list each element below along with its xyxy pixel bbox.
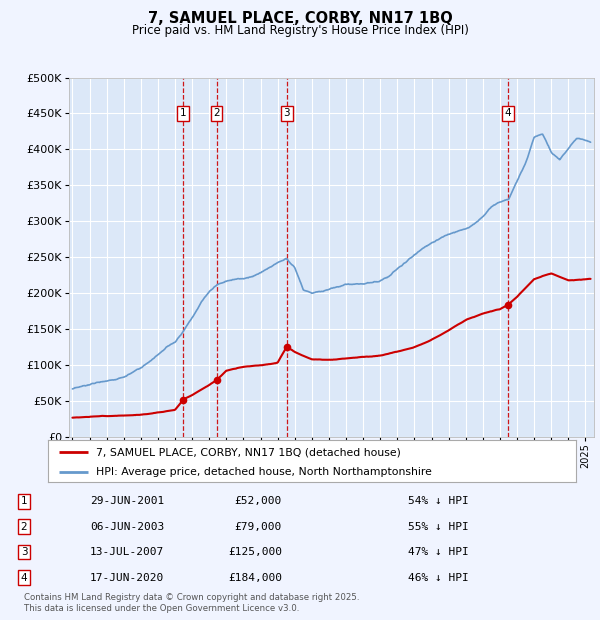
Text: 55% ↓ HPI: 55% ↓ HPI: [408, 521, 469, 532]
Text: 29-JUN-2001: 29-JUN-2001: [90, 496, 164, 507]
Text: HPI: Average price, detached house, North Northamptonshire: HPI: Average price, detached house, Nort…: [95, 467, 431, 477]
Text: 17-JUN-2020: 17-JUN-2020: [90, 572, 164, 583]
Text: £79,000: £79,000: [235, 521, 282, 532]
Text: £52,000: £52,000: [235, 496, 282, 507]
Text: 13-JUL-2007: 13-JUL-2007: [90, 547, 164, 557]
Text: 06-JUN-2003: 06-JUN-2003: [90, 521, 164, 532]
Text: 47% ↓ HPI: 47% ↓ HPI: [408, 547, 469, 557]
Text: 1: 1: [180, 108, 187, 118]
Text: £125,000: £125,000: [228, 547, 282, 557]
Text: 7, SAMUEL PLACE, CORBY, NN17 1BQ: 7, SAMUEL PLACE, CORBY, NN17 1BQ: [148, 11, 452, 26]
Text: 4: 4: [20, 572, 28, 583]
Text: Contains HM Land Registry data © Crown copyright and database right 2025.
This d: Contains HM Land Registry data © Crown c…: [24, 593, 359, 613]
Text: 1: 1: [20, 496, 28, 507]
Text: 2: 2: [20, 521, 28, 532]
Text: 7, SAMUEL PLACE, CORBY, NN17 1BQ (detached house): 7, SAMUEL PLACE, CORBY, NN17 1BQ (detach…: [95, 447, 400, 457]
Text: 3: 3: [283, 108, 290, 118]
Text: 54% ↓ HPI: 54% ↓ HPI: [408, 496, 469, 507]
Text: 2: 2: [213, 108, 220, 118]
Text: £184,000: £184,000: [228, 572, 282, 583]
Text: 46% ↓ HPI: 46% ↓ HPI: [408, 572, 469, 583]
Text: 3: 3: [20, 547, 28, 557]
Text: 4: 4: [505, 108, 511, 118]
Text: Price paid vs. HM Land Registry's House Price Index (HPI): Price paid vs. HM Land Registry's House …: [131, 24, 469, 37]
